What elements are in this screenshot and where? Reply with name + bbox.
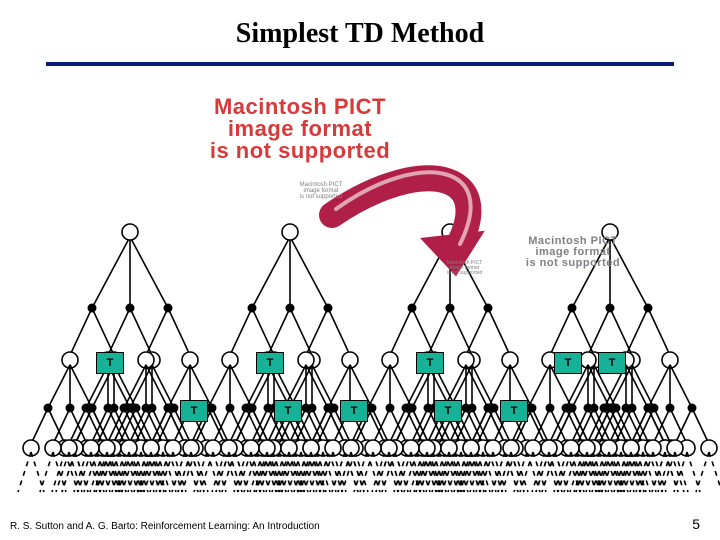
terminal-box: T bbox=[416, 352, 444, 374]
terminal-box: T bbox=[598, 352, 626, 374]
pict-unsupported-small-2: Macintosh PICT image format is not suppo… bbox=[437, 261, 492, 276]
terminal-box: T bbox=[180, 400, 208, 422]
footer-citation: R. S. Sutton and A. G. Barto: Reinforcem… bbox=[10, 521, 320, 532]
terminal-box: T bbox=[96, 352, 124, 374]
page-number: 5 bbox=[692, 516, 700, 532]
pict-unsupported-large: Macintosh PICT image format is not suppo… bbox=[140, 96, 460, 162]
terminal-box: T bbox=[274, 400, 302, 422]
terminal-box: T bbox=[500, 400, 528, 422]
terminal-box: T bbox=[256, 352, 284, 374]
terminal-box: T bbox=[340, 400, 368, 422]
tree-diagram bbox=[0, 0, 720, 540]
pict-unsupported-small-1: Macintosh PICT image format is not suppo… bbox=[286, 182, 356, 200]
terminal-box: T bbox=[554, 352, 582, 374]
pict-unsupported-medium: Macintosh PICT image format is not suppo… bbox=[498, 236, 648, 269]
terminal-box: T bbox=[434, 400, 462, 422]
